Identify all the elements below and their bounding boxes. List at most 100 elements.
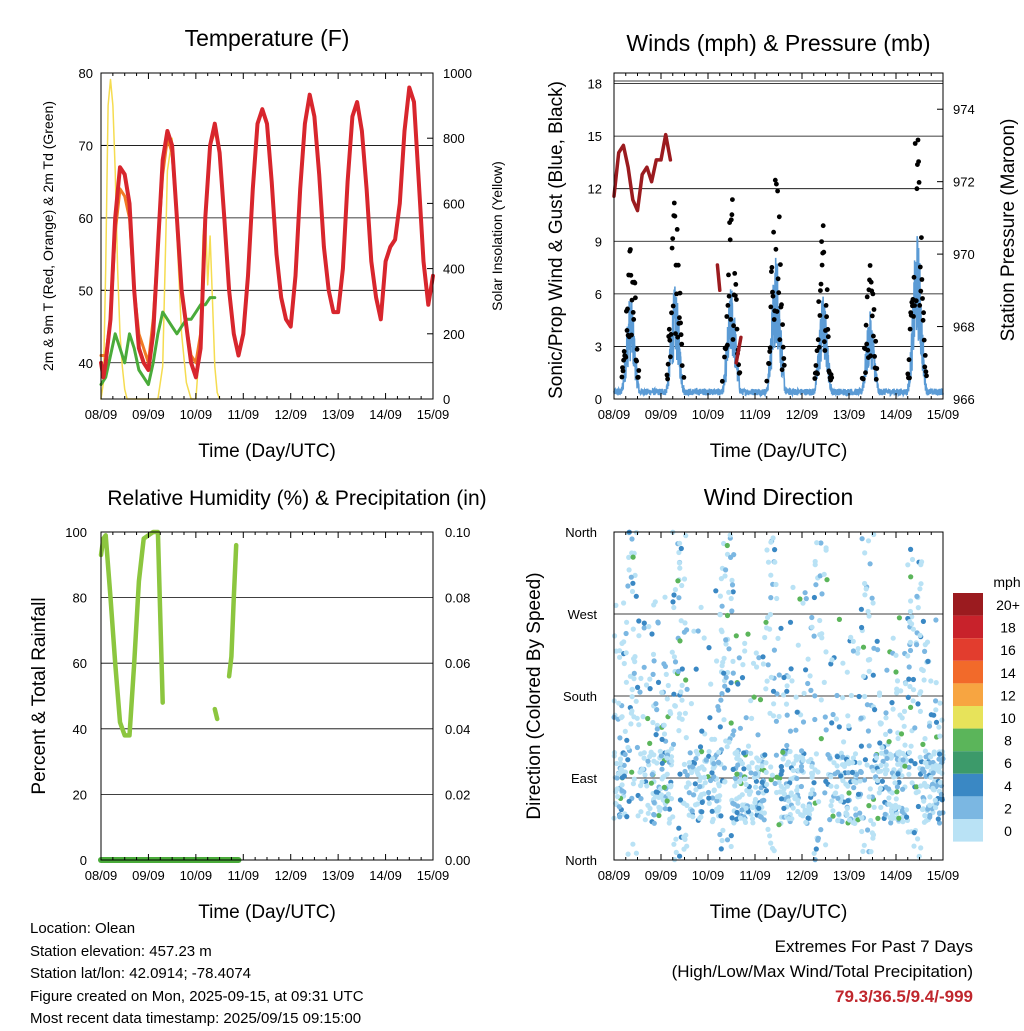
direction-point	[708, 777, 714, 784]
direction-point	[893, 669, 899, 675]
direction-point	[653, 789, 659, 795]
direction-point	[641, 620, 647, 626]
direction-point	[852, 751, 859, 757]
direction-point	[814, 540, 820, 546]
direction-point	[670, 741, 677, 748]
direction-point	[906, 749, 913, 756]
gust-point	[829, 375, 835, 381]
direction-point	[866, 668, 872, 674]
direction-point	[927, 802, 933, 808]
gust-point	[920, 296, 925, 301]
direction-point	[911, 843, 917, 849]
direction-point	[805, 656, 811, 662]
t2m-line	[99, 85, 435, 380]
direction-point	[860, 673, 867, 679]
direction-point	[741, 766, 747, 772]
pressure-line	[612, 132, 673, 213]
gust-point	[725, 342, 730, 348]
y-tick-label: 40	[73, 722, 87, 737]
direction-point	[776, 779, 782, 786]
direction-point	[930, 770, 936, 776]
direction-point	[921, 798, 927, 804]
direction-point	[896, 815, 902, 821]
direction-point	[718, 627, 724, 633]
direction-point	[768, 764, 774, 770]
direction-point	[936, 724, 942, 730]
gust-point	[817, 313, 823, 318]
direction-point	[673, 849, 679, 856]
direction-point	[709, 770, 715, 776]
gust-point	[678, 320, 683, 326]
direction-point	[776, 713, 782, 720]
gust-point	[722, 354, 727, 360]
direction-point	[724, 837, 731, 843]
direction-point	[917, 708, 924, 715]
gust-point	[766, 361, 772, 366]
direction-point	[650, 719, 656, 726]
direction-point	[815, 837, 821, 843]
x-tick-label: 12/09	[274, 868, 307, 883]
panel-3: Relative Humidity (%) & Precipitation (i…	[29, 487, 487, 923]
direction-point	[768, 539, 774, 545]
gust-point	[779, 367, 785, 373]
direction-point	[798, 812, 804, 818]
direction-point	[625, 583, 631, 589]
direction-point	[771, 848, 777, 854]
y-tick-label: 40	[79, 356, 93, 371]
direction-point	[616, 700, 622, 706]
x-tick-label: 15/09	[417, 868, 450, 883]
y-tick-label: 80	[79, 66, 93, 81]
direction-point	[901, 708, 908, 715]
direction-point	[774, 789, 780, 796]
direction-point	[915, 803, 922, 810]
gust-point	[726, 293, 732, 299]
direction-point	[669, 758, 675, 764]
y-tick-label: 20	[73, 787, 87, 802]
direction-point	[625, 851, 631, 857]
direction-point	[853, 812, 859, 818]
direction-point	[681, 761, 688, 768]
direction-point	[889, 700, 895, 706]
direction-point	[719, 837, 725, 844]
direction-point	[636, 722, 642, 728]
direction-point	[677, 638, 683, 644]
direction-point	[798, 763, 805, 770]
gust-point	[872, 354, 877, 359]
x-tick-label: 14/09	[880, 407, 913, 422]
direction-point	[886, 739, 892, 745]
direction-point	[642, 817, 648, 823]
direction-point	[732, 783, 738, 789]
direction-point	[870, 821, 877, 827]
direction-point	[907, 683, 913, 690]
direction-point	[817, 632, 823, 638]
direction-point	[706, 749, 712, 755]
gust-point	[775, 188, 780, 194]
direction-point	[714, 794, 721, 800]
direction-point	[641, 755, 647, 761]
direction-point	[788, 666, 794, 672]
direction-point	[678, 618, 684, 624]
direction-point	[921, 677, 927, 683]
direction-point	[625, 757, 631, 763]
direction-point	[926, 723, 933, 729]
direction-point	[937, 779, 944, 785]
y-tick-label: 6	[595, 287, 602, 302]
direction-point	[726, 646, 732, 652]
direction-point	[768, 674, 774, 680]
direction-point	[701, 791, 707, 797]
gust-point	[919, 277, 925, 282]
direction-point	[794, 775, 800, 782]
panel-1: Temperature (F)4050607080020040060080010…	[40, 25, 505, 462]
direction-point	[761, 810, 768, 816]
direction-point	[880, 758, 886, 765]
direction-point	[706, 795, 712, 801]
direction-point	[917, 632, 923, 639]
direction-point	[756, 655, 762, 661]
direction-point	[768, 777, 774, 783]
direction-point	[790, 805, 796, 811]
y-tick-label: North	[565, 525, 597, 540]
gust-point	[863, 322, 869, 328]
gust-point	[734, 297, 739, 302]
direction-point	[690, 814, 696, 820]
extremes-title: Extremes For Past 7 Days	[774, 937, 973, 956]
